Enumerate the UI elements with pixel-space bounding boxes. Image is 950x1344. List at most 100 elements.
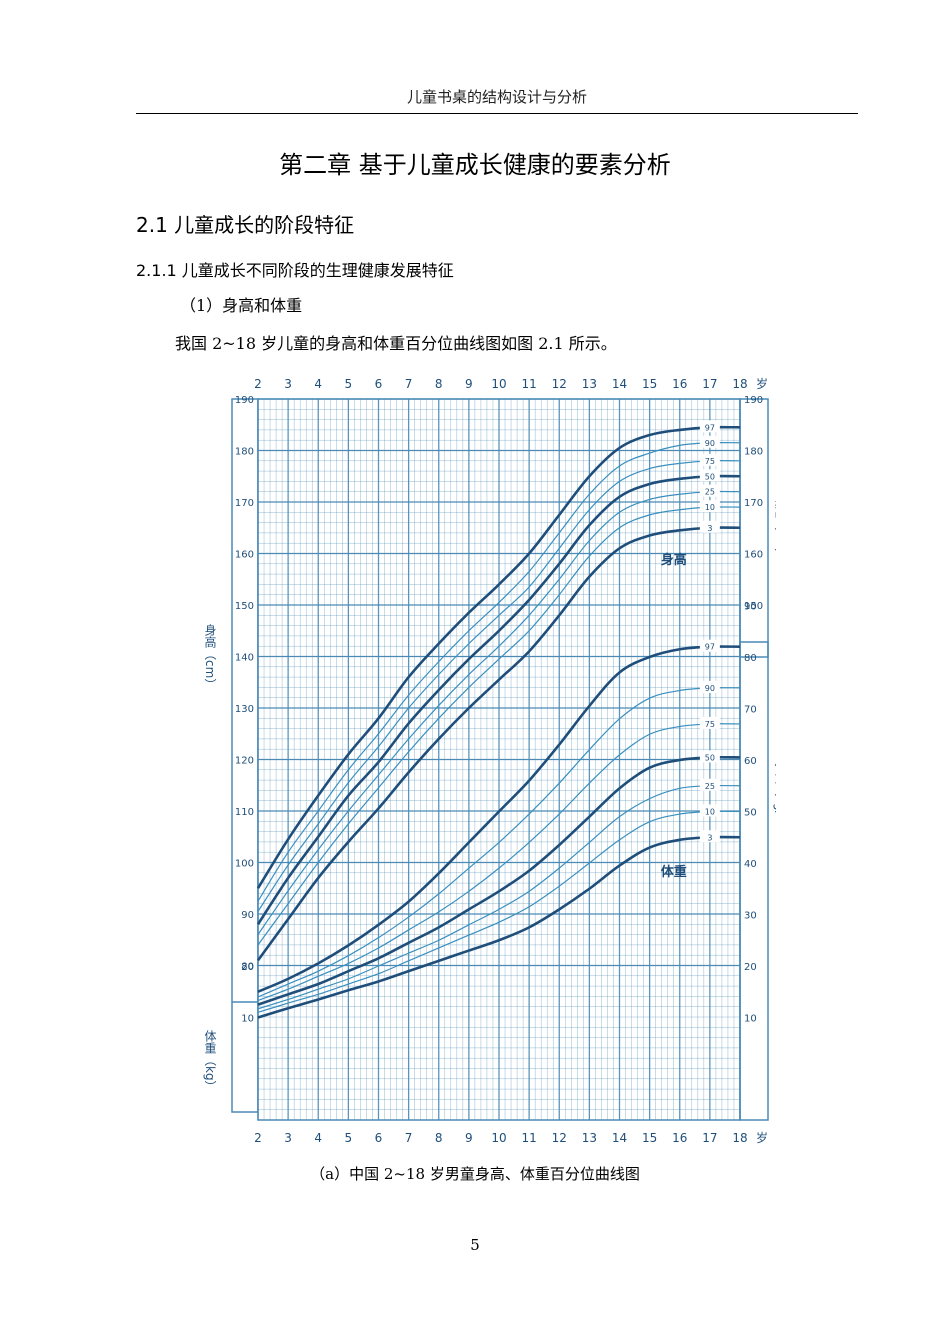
weight-curve-p10 (257, 810, 741, 1013)
height-curve-p90 (257, 441, 741, 902)
weight-tick-label-left: 20 (241, 962, 254, 973)
x-tick-label-bottom: 2 (254, 1131, 262, 1145)
height-tick-label-left: 130 (235, 704, 254, 715)
x-tick-label-top: 5 (345, 377, 353, 391)
x-tick-label-bottom: 11 (521, 1131, 536, 1145)
height-tick-label-left: 120 (235, 756, 254, 767)
height-tick-label-left: 150 (235, 601, 254, 612)
weight-label-bg-p25 (699, 778, 720, 791)
weight-label-p97: 97 (705, 643, 715, 652)
weight-tick-label-left: 10 (241, 1014, 254, 1025)
x-tick-label-bottom: 9 (465, 1131, 473, 1145)
weight-label-p25: 25 (705, 782, 715, 791)
x-tick-label-bottom: 7 (405, 1131, 413, 1145)
x-tick-label-top: 10 (491, 377, 506, 391)
x-tick-label-top: 18 (732, 377, 747, 391)
weight-label-bg-p75 (699, 716, 720, 729)
weight-label-bg-p97 (699, 639, 720, 652)
x-tick-label-bottom: 3 (284, 1131, 292, 1145)
height-tick-label-right: 190 (744, 395, 763, 406)
x-tick-label-bottom: 15 (642, 1131, 657, 1145)
height-label-p50: 50 (705, 472, 715, 481)
height-label-p90: 90 (705, 439, 715, 448)
height-curve-group-label: 身高 (661, 552, 687, 568)
height-tick-label-left: 100 (235, 859, 254, 870)
weight-label-bg-p50 (699, 750, 720, 763)
weight-axis-title-left: 体重（kg） (203, 1030, 217, 1093)
x-tick-label-bottom: 16 (672, 1131, 687, 1145)
x-tick-label-bottom: 17 (702, 1131, 717, 1145)
x-tick-label-bottom: 8 (435, 1131, 443, 1145)
page-number: 5 (470, 1236, 480, 1254)
height-curve-p25 (257, 490, 741, 935)
height-label-p3: 3 (707, 524, 712, 533)
weight-tick-label-right: 80 (744, 653, 757, 664)
subsection-heading: 2.1.1 儿童成长不同阶段的生理健康发展特征 (136, 261, 454, 280)
height-label-p25: 25 (705, 488, 715, 497)
height-tick-label-left: 140 (235, 653, 254, 664)
weight-curve-p25 (257, 784, 741, 1010)
x-tick-label-bottom: 4 (314, 1131, 322, 1145)
height-label-bg-p3 (699, 520, 720, 533)
height-axis-title-right: 身高（cm） (773, 493, 776, 561)
weight-label-bg-p90 (699, 680, 720, 693)
x-tick-label-top: 13 (582, 377, 597, 391)
height-curve-p50 (256, 474, 741, 926)
weight-tick-label-right: 20 (744, 962, 757, 973)
x-tick-label-top: 3 (284, 377, 292, 391)
height-tick-label-left: 110 (235, 807, 254, 818)
height-tick-label-left: 160 (235, 550, 254, 561)
x-tick-label-top: 12 (552, 377, 567, 391)
weight-tick-label-right: 70 (744, 705, 757, 716)
weight-curve-p50 (257, 755, 741, 1006)
x-tick-label-bottom: 12 (552, 1131, 567, 1145)
height-label-bg-p75 (699, 453, 720, 466)
weight-curve-p75 (257, 723, 741, 1002)
height-tick-label-right: 160 (744, 550, 763, 561)
height-label-bg-p10 (699, 500, 720, 513)
weight-label-p90: 90 (705, 684, 715, 693)
weight-curve-p3 (257, 835, 741, 1019)
figure-caption: （a）中国 2~18 岁男童身高、体重百分位曲线图 (310, 1165, 640, 1183)
x-unit-label-top: 岁 (756, 376, 768, 391)
x-tick-label-top: 17 (702, 377, 717, 391)
weight-label-bg-p3 (699, 830, 720, 843)
weight-label-p10: 10 (705, 808, 715, 817)
height-tick-label-left: 90 (241, 910, 254, 921)
x-tick-label-top: 11 (521, 377, 536, 391)
x-tick-label-top: 8 (435, 377, 443, 391)
x-tick-label-bottom: 5 (345, 1131, 353, 1145)
height-tick-label-right: 170 (744, 498, 763, 509)
weight-axis-title-right: 体重（kg） (773, 760, 776, 823)
height-label-p97: 97 (705, 423, 715, 432)
height-tick-label-left: 190 (235, 395, 254, 406)
weight-label-p75: 75 (705, 720, 715, 729)
x-tick-label-top: 16 (672, 377, 687, 391)
height-tick-label-left: 170 (235, 498, 254, 509)
x-tick-label-top: 7 (405, 377, 413, 391)
x-tick-label-top: 4 (314, 377, 322, 391)
x-tick-label-top: 15 (642, 377, 657, 391)
x-tick-label-top: 6 (375, 377, 383, 391)
item-heading: （1）身高和体重 (180, 296, 303, 315)
height-tick-label-left: 80 (241, 962, 254, 973)
height-curve-p3 (256, 526, 741, 962)
height-curve-p75 (257, 460, 741, 912)
height-label-p10: 10 (705, 503, 715, 512)
height-tick-label-right: 180 (744, 447, 763, 458)
weight-tick-label-right: 90 (744, 602, 757, 613)
x-tick-label-bottom: 10 (491, 1131, 506, 1145)
height-label-bg-p97 (699, 420, 720, 433)
x-tick-label-top: 2 (254, 377, 262, 391)
height-label-p75: 75 (705, 457, 715, 466)
height-tick-label-right: 150 (744, 601, 763, 612)
x-tick-label-bottom: 14 (612, 1131, 627, 1145)
growth-chart: 2 2 3 3 4 4 5 5 6 6 7 7 8 8 9 9 10 10 11 11 12 12 13 13 14 14 15 15… (203, 376, 787, 1145)
height-curve-p10 (257, 506, 741, 946)
weight-curve-p97 (257, 645, 741, 993)
height-label-bg-p90 (699, 435, 720, 448)
height-axis-title-left: 身高（cm） (203, 623, 217, 691)
height-label-bg-p50 (699, 469, 720, 482)
height-tick-label-left: 180 (235, 447, 254, 458)
weight-curve-group-label: 体重 (661, 864, 687, 880)
